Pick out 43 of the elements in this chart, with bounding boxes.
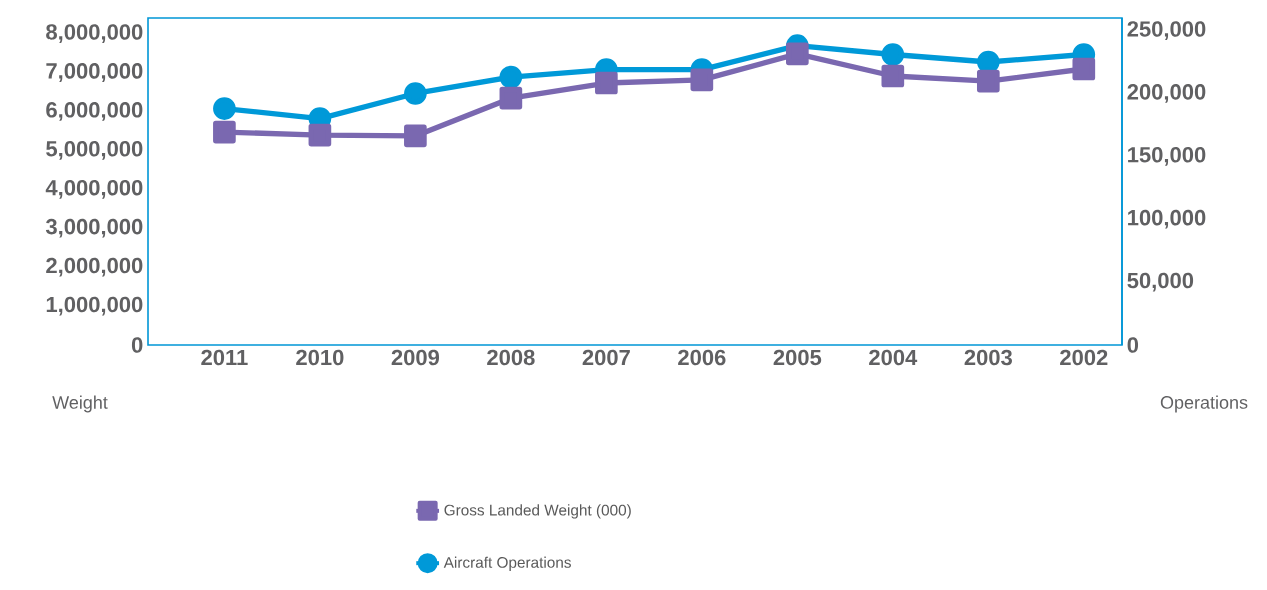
x-tick-label: 2011 [201, 349, 248, 366]
y2-tick-label: 100,000 [1128, 209, 1206, 229]
y-tick-label: 1,000,000 [46, 296, 143, 316]
legend-label: Gross Landed Weight (000) [444, 504, 631, 519]
y2-tick-label: 50,000 [1127, 272, 1194, 292]
y-tick-label: 0 [131, 337, 143, 353]
x-tick-label: 2009 [391, 349, 440, 366]
x-tick-label: 2002 [1060, 349, 1108, 366]
x-tick-label: 2010 [296, 349, 344, 366]
x-tick-label: 2004 [869, 349, 918, 366]
y-tick-label: 5,000,000 [46, 140, 143, 160]
y-tick-label: 3,000,000 [45, 218, 143, 238]
point [881, 64, 905, 88]
x-tick-label: 2006 [678, 349, 726, 366]
point [976, 69, 1000, 93]
point [595, 71, 618, 95]
x-tick-label: 2007 [582, 349, 630, 366]
point [213, 120, 236, 144]
y-tick-label: 4,000,000 [45, 179, 143, 199]
point [690, 68, 714, 92]
point [404, 124, 427, 148]
point [308, 123, 332, 147]
point [1072, 57, 1096, 81]
x-tick-label: 2003 [964, 349, 1012, 366]
y-tick-label: 8,000,000 [46, 24, 143, 43]
x-tick-label: 2008 [487, 349, 535, 366]
y-axis-title: Weight [52, 395, 108, 413]
point [404, 82, 427, 105]
legend-label: Aircraft Operations [443, 556, 571, 571]
y-tick-label: 2,000,000 [46, 257, 143, 277]
point [499, 65, 523, 89]
point [881, 43, 905, 66]
y-tick-label: 6,000,000 [46, 102, 143, 121]
y2-tick-label: 150,000 [1128, 146, 1206, 166]
x-tick-label: 2005 [773, 349, 822, 366]
y2-axis-title: Operations [1160, 395, 1248, 413]
point [213, 97, 236, 120]
y-tick-label: 7,000,000 [46, 63, 143, 82]
point [786, 42, 809, 66]
point [499, 86, 523, 110]
y2-tick-label: 200,000 [1127, 84, 1206, 103]
y2-tick-label: 250,000 [1127, 21, 1206, 40]
y2-tick-label: 0 [1127, 337, 1139, 353]
